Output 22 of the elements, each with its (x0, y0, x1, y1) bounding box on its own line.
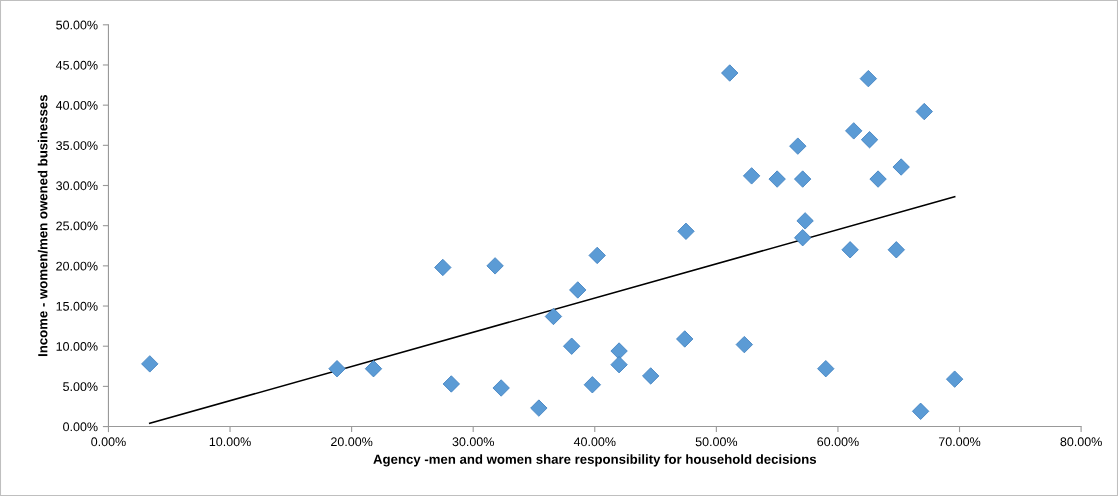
y-tick-label: 40.00% (55, 100, 98, 110)
x-tick-label: 60.00% (817, 437, 859, 447)
x-tick-label: 0.00% (91, 437, 126, 447)
y-tick-label: 50.00% (56, 20, 98, 30)
y-tick-label: 45.00% (55, 60, 98, 70)
y-tick-label: 5.00% (63, 382, 98, 392)
x-tick-label: 10.00% (209, 437, 251, 447)
y-tick-label: 35.00% (56, 141, 98, 150)
x-tick-label: 50.00% (695, 437, 738, 447)
x-axis-title: Agency -men and women share responsibility for household decisions (373, 454, 817, 467)
x-tick-label: 40.00% (573, 437, 616, 447)
x-tick-label: 20.00% (331, 437, 373, 447)
y-tick-label: 0.00% (63, 422, 98, 432)
x-tick-label: 30.00% (452, 437, 494, 447)
x-tick-label: 70.00% (938, 437, 981, 447)
y-tick-label: 20.00% (56, 261, 98, 271)
y-tick-label: 10.00% (56, 342, 98, 351)
y-axis-title: Income - women/men owened businesses (37, 94, 48, 357)
y-tick-label: 30.00% (56, 181, 98, 191)
y-tick-label: 25.00% (56, 221, 98, 231)
y-tick-label: 15.00% (56, 301, 98, 311)
x-tick-label: 80.00% (1060, 437, 1102, 447)
